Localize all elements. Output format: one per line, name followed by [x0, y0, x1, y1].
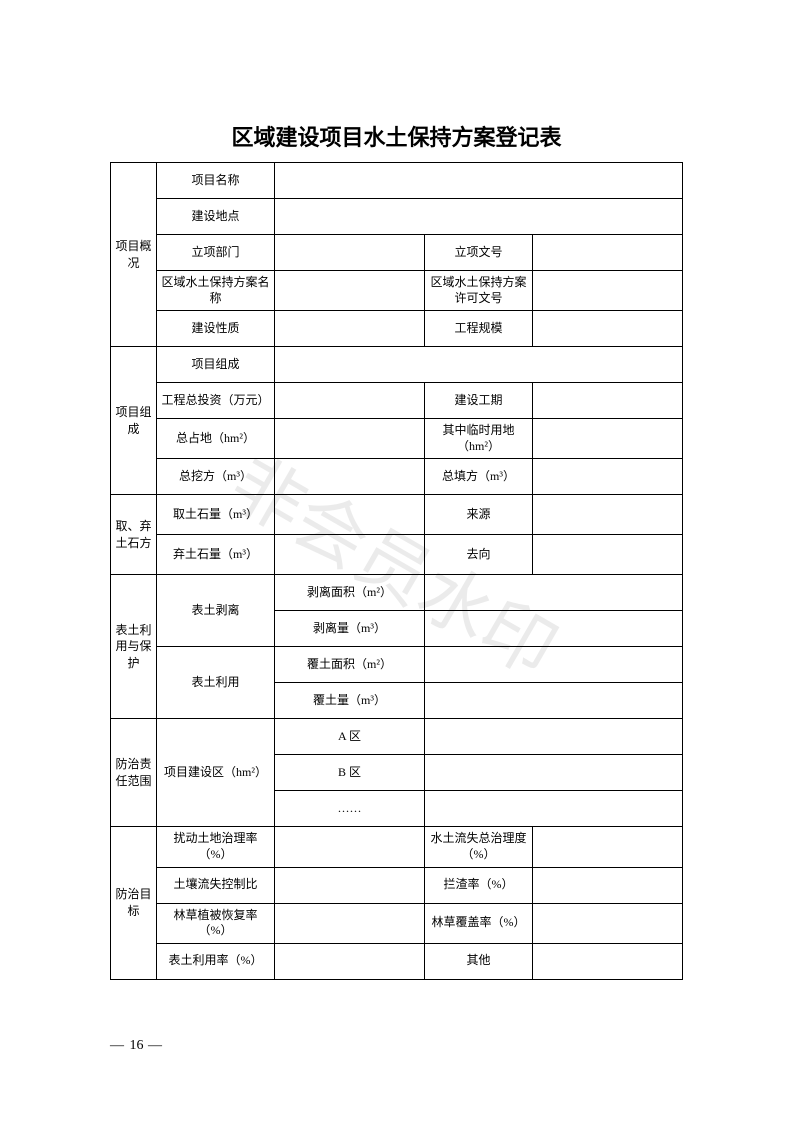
value-soil-ratio [275, 867, 425, 903]
value-location [275, 199, 683, 235]
dash-left: — [110, 1038, 130, 1053]
label-location: 建设地点 [157, 199, 275, 235]
label-spoil-vol: 弃土石量（m³） [157, 535, 275, 575]
value-topsoil-rate [275, 943, 425, 979]
value-cover-area [425, 647, 683, 683]
label-topsoil-rate: 表土利用率（%） [157, 943, 275, 979]
page-title: 区域建设项目水土保持方案登记表 [110, 120, 683, 152]
value-project-name [275, 163, 683, 199]
label-dest: 去向 [425, 535, 533, 575]
label-plan-name: 区域水土保持方案名称 [157, 271, 275, 311]
section-header-earthwork: 取、弃土石方 [111, 495, 157, 575]
value-zone-b [425, 755, 683, 791]
label-total-invest: 工程总投资（万元） [157, 383, 275, 419]
value-spoil-vol [275, 535, 425, 575]
value-loss-control [533, 827, 683, 867]
label-reuse: 表土利用 [157, 647, 275, 719]
value-disturb-rate [275, 827, 425, 867]
label-build-zone: 项目建设区（hm²） [157, 719, 275, 827]
page-number-value: 16 [130, 1038, 144, 1053]
value-veg-cover [533, 903, 683, 943]
value-strip-vol [425, 611, 683, 647]
value-permit-doc [533, 271, 683, 311]
label-source: 来源 [425, 495, 533, 535]
label-loss-control: 水土流失总治理度（%） [425, 827, 533, 867]
label-scale: 工程规模 [425, 311, 533, 347]
label-disturb-rate: 扰动土地治理率（%） [157, 827, 275, 867]
dash-right: — [144, 1038, 164, 1053]
label-cover-vol: 覆土量（m³） [275, 683, 425, 719]
value-veg-restore [275, 903, 425, 943]
label-borrow-vol: 取土石量（m³） [157, 495, 275, 535]
registration-table: 项目概况 项目名称 建设地点 立项部门 立项文号 区域水土保持方案名称 区域水土… [110, 162, 683, 980]
value-borrow-vol [275, 495, 425, 535]
label-build-nature: 建设性质 [157, 311, 275, 347]
label-total-fill: 总填方（m³） [425, 459, 533, 495]
page: 非会员水印 区域建设项目水土保持方案登记表 项目概况 项目名称 建设地点 立项部… [0, 0, 793, 1122]
label-composition: 项目组成 [157, 347, 275, 383]
label-zone-b: B 区 [275, 755, 425, 791]
label-zone-a: A 区 [275, 719, 425, 755]
label-strip-area: 剥离面积（m²） [275, 575, 425, 611]
value-approval-doc [533, 235, 683, 271]
value-zone-a [425, 719, 683, 755]
value-zone-more [425, 791, 683, 827]
value-approval-dept [275, 235, 425, 271]
section-header-targets: 防治目标 [111, 827, 157, 979]
label-slag-rate: 拦渣率（%） [425, 867, 533, 903]
label-zone-more: …… [275, 791, 425, 827]
label-soil-ratio: 土壤流失控制比 [157, 867, 275, 903]
label-approval-dept: 立项部门 [157, 235, 275, 271]
value-cover-vol [425, 683, 683, 719]
value-dest [533, 535, 683, 575]
label-veg-restore: 林草植被恢复率（%） [157, 903, 275, 943]
label-cover-area: 覆土面积（m²） [275, 647, 425, 683]
label-veg-cover: 林草覆盖率（%） [425, 903, 533, 943]
value-other [533, 943, 683, 979]
label-duration: 建设工期 [425, 383, 533, 419]
value-slag-rate [533, 867, 683, 903]
value-total-invest [275, 383, 425, 419]
label-project-name: 项目名称 [157, 163, 275, 199]
section-header-composition: 项目组成 [111, 347, 157, 495]
section-header-topsoil: 表土利用与保护 [111, 575, 157, 719]
label-total-land: 总占地（hm²） [157, 419, 275, 459]
label-permit-doc: 区域水土保持方案许可文号 [425, 271, 533, 311]
label-total-cut: 总挖方（m³） [157, 459, 275, 495]
value-plan-name [275, 271, 425, 311]
label-strip-vol: 剥离量（m³） [275, 611, 425, 647]
label-approval-doc: 立项文号 [425, 235, 533, 271]
value-temp-land [533, 419, 683, 459]
value-scale [533, 311, 683, 347]
label-temp-land: 其中临时用地（hm²） [425, 419, 533, 459]
section-header-overview: 项目概况 [111, 163, 157, 347]
value-total-fill [533, 459, 683, 495]
label-other: 其他 [425, 943, 533, 979]
value-source [533, 495, 683, 535]
value-total-cut [275, 459, 425, 495]
value-build-nature [275, 311, 425, 347]
value-strip-area [425, 575, 683, 611]
value-total-land [275, 419, 425, 459]
value-duration [533, 383, 683, 419]
section-header-scope: 防治责任范围 [111, 719, 157, 827]
page-number: — 16 — [110, 1038, 163, 1054]
value-composition [275, 347, 683, 383]
label-strip: 表土剥离 [157, 575, 275, 647]
